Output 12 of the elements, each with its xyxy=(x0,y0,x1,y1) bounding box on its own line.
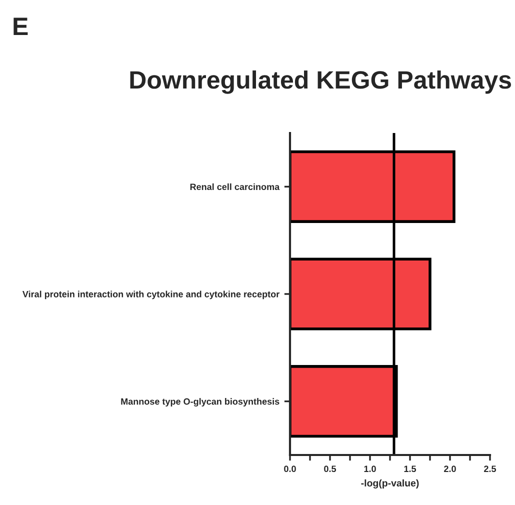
x-tick-label: 0.5 xyxy=(324,466,336,472)
y-tick-label: Viral protein interaction with cytokine and cytokine receptor xyxy=(22,290,280,300)
x-tick-label: 0.0 xyxy=(284,466,296,472)
chart-title: Downregulated KEGG Pathways xyxy=(130,70,511,94)
x-tick-label: 1.0 xyxy=(364,466,376,472)
y-tick-label: Mannose type O-glycan biosynthesis xyxy=(121,398,280,407)
x-tick-label: 2.0 xyxy=(444,466,456,472)
x-axis-title: -log(p-value) xyxy=(361,479,419,488)
x-tick-label: 2.5 xyxy=(484,466,496,472)
x-tick-label: 1.5 xyxy=(404,466,416,472)
y-tick-label: Renal cell carcinoma xyxy=(190,183,280,190)
text: E xyxy=(14,18,28,35)
